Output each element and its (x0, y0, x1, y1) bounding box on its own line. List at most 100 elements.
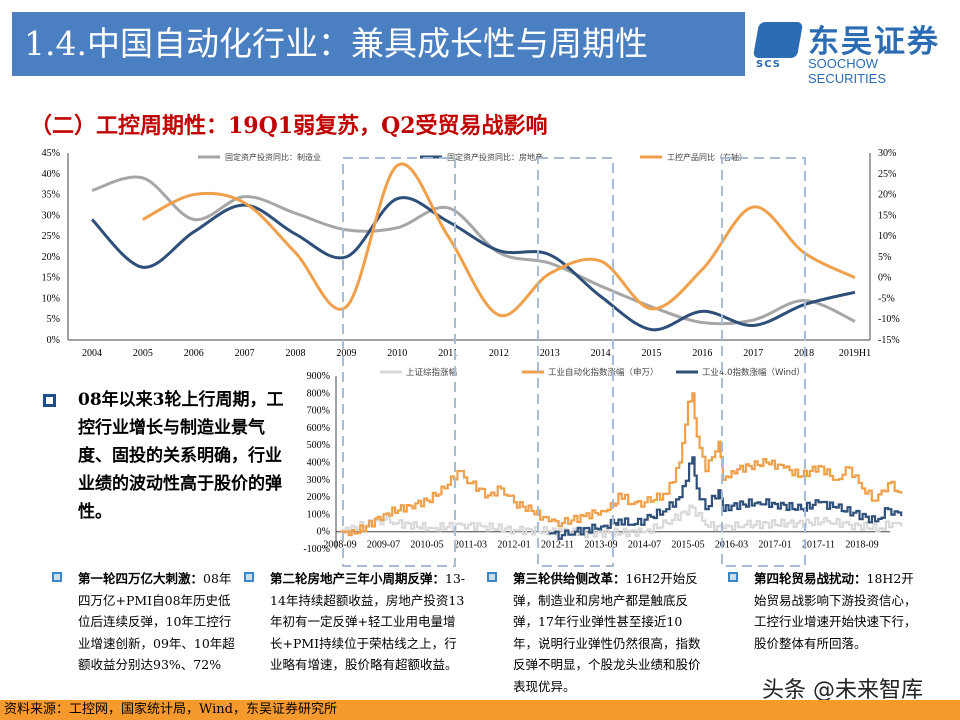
x-tick-label: 2004 (82, 348, 102, 359)
series-line (340, 392, 903, 537)
y-tick-label: 500% (307, 440, 330, 451)
x-tick-label: 2013-09 (584, 540, 617, 551)
x-tick-label: 2015-05 (671, 540, 704, 551)
x-tick-label: 2012-01 (497, 540, 530, 551)
x-tick-label: 2014 (591, 348, 611, 359)
bullet-icon (244, 572, 254, 582)
y-tick-label: 400% (307, 458, 330, 469)
x-tick-label: 2016-03 (715, 540, 748, 551)
column-head: 第二轮房地产三年小周期反弹： (270, 571, 446, 586)
legend-label: 工业4.0指数涨幅（Wind） (702, 367, 805, 378)
x-tick-label: 2013 (540, 348, 560, 359)
summary-body: 08年以来3轮上行周期，工控行业增长与制造业景气度、固投的关系明确，行业业绩的波… (78, 390, 284, 522)
y-tick-label: 100% (307, 509, 330, 520)
y-tick-label: 40% (42, 169, 60, 180)
y2-tick-label: 0% (878, 273, 891, 284)
series-line (340, 504, 903, 539)
y2-tick-label: -15% (878, 335, 900, 346)
column-body: 08年四万亿+PMI自08年历史低位后连续反弹，10年工控行业增速创新，09年、… (78, 571, 235, 672)
x-tick-label: 2018-09 (845, 540, 878, 551)
legend-label: 工控产品同比（右轴） (667, 152, 747, 162)
series-line (548, 456, 903, 540)
y-tick-label: 900% (307, 371, 330, 382)
series-line (142, 162, 856, 318)
x-tick-label: 2017-01 (758, 540, 791, 551)
x-tick-label: 2005 (133, 348, 153, 359)
x-tick-label: 2009-07 (367, 540, 400, 551)
y-tick-label: 10% (42, 293, 60, 304)
y-tick-label: 200% (307, 492, 330, 503)
y-tick-label: -100% (303, 544, 330, 555)
cycle-box (537, 157, 614, 567)
y2-tick-label: 30% (878, 148, 896, 159)
x-tick-label: 2012-11 (541, 540, 574, 551)
x-tick-label: 2011-03 (454, 540, 487, 551)
column-body: 18H2开始贸易战影响下游投资信心，工控行业增速开始快速下行，股价整体有所回落。 (754, 571, 917, 651)
x-tick-label: 2010-05 (410, 540, 443, 551)
y2-tick-label: -10% (878, 314, 900, 325)
bullet-icon (43, 394, 56, 407)
x-tick-label: 2017 (743, 348, 763, 359)
y-tick-label: 45% (42, 148, 60, 159)
x-tick-label: 2017-11 (802, 540, 835, 551)
logo-mark-text: SCS (756, 59, 781, 70)
legend-label: 上证综指涨幅 (406, 367, 458, 378)
column-1: 第一轮四万亿大刺激：08年四万亿+PMI自08年历史低位后连续反弹，10年工控行… (50, 568, 240, 676)
x-tick-label: 2006 (184, 348, 204, 359)
series-line (91, 175, 856, 326)
column-4: 第四轮贸易战扰动：18H2开始贸易战影响下游投资信心，工控行业增速开始快速下行，… (726, 568, 926, 654)
x-tick-label: 2008 (285, 348, 305, 359)
y-tick-label: 800% (307, 388, 330, 399)
x-tick-label: 2015 (642, 348, 662, 359)
y-tick-label: 5% (47, 314, 60, 325)
y-tick-label: 30% (42, 210, 60, 221)
y2-tick-label: 10% (878, 231, 896, 242)
bullet-icon (728, 572, 738, 582)
y-tick-label: 300% (307, 475, 330, 486)
column-head: 第四轮贸易战扰动： (754, 571, 867, 586)
x-tick-label: 2008-09 (323, 540, 356, 551)
y2-tick-label: 20% (878, 190, 896, 201)
x-tick-label: 2011 (438, 348, 458, 359)
x-tick-label: 2019H1 (839, 348, 871, 359)
y2-tick-label: 15% (878, 210, 896, 221)
y-tick-label: 25% (42, 231, 60, 242)
column-head: 第三轮供给侧改革： (513, 571, 626, 586)
y2-tick-label: 5% (878, 252, 891, 263)
x-tick-label: 2009 (336, 348, 356, 359)
column-3: 第三轮供给侧改革：16H2开始反弹，制造业和房地产都是触底反弹，17年行业弹性甚… (485, 568, 705, 697)
page-title: 1.4.中国自动化行业：兼具成长性与周期性 (12, 12, 745, 76)
watermark: 头条 @未来智库 (762, 678, 923, 703)
cycle-box (721, 157, 806, 567)
bullet-icon (487, 572, 497, 582)
cycle-box (342, 157, 456, 567)
y2-tick-label: -5% (878, 293, 895, 304)
x-tick-label: 2007 (235, 348, 255, 359)
y-tick-label: 20% (42, 252, 60, 263)
x-tick-label: 2010 (387, 348, 407, 359)
x-tick-label: 2012 (489, 348, 509, 359)
y-tick-label: 35% (42, 190, 60, 201)
x-tick-label: 2014-07 (628, 540, 661, 551)
legend-label: 固定资产投资同比：房地产 (447, 152, 543, 162)
column-head: 第一轮四万亿大刺激： (78, 571, 204, 586)
y-tick-label: 15% (42, 273, 60, 284)
x-tick-label: 2016 (692, 348, 712, 359)
y-tick-label: 700% (307, 406, 330, 417)
source-footer: 资料来源：工控网，国家统计局，Wind，东吴证券研究所 (0, 700, 960, 720)
logo-en: SOOCHOW SECURITIES (808, 56, 887, 86)
bullet-icon (52, 572, 62, 582)
column-body: 13-14年持续超额收益，房地产投资13年初有一定反弹+轻工业用电量增长+PMI… (270, 571, 466, 672)
company-logo: SCS 东吴证券 SOOCHOW SECURITIES (752, 18, 952, 86)
y-tick-label: 0% (317, 527, 330, 538)
legend-label: 固定资产投资同比：制造业 (225, 152, 321, 162)
column-2: 第二轮房地产三年小周期反弹：13-14年持续超额收益，房地产投资13年初有一定反… (242, 568, 467, 676)
y-tick-label: 600% (307, 423, 330, 434)
column-body: 16H2开始反弹，制造业和房地产都是触底反弹，17年行业弹性甚至接近10年，说明… (513, 571, 701, 694)
y-tick-label: 0% (47, 335, 60, 346)
subtitle: （二）工控周期性：19Q1弱复苏，Q2受贸易战影响 (30, 113, 548, 139)
summary-text: 08年以来3轮上行周期，工控行业增长与制造业景气度、固投的关系明确，行业业绩的波… (40, 386, 290, 526)
y2-tick-label: 25% (878, 169, 896, 180)
legend-label: 工业自动化指数涨幅（申万） (548, 367, 659, 378)
